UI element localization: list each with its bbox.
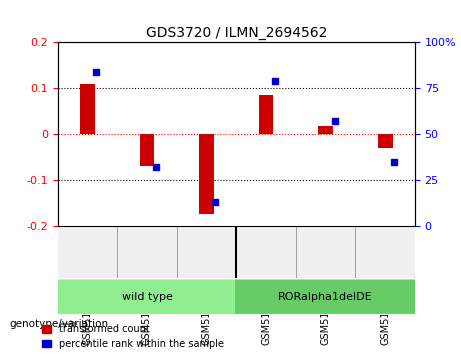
Legend: transformed count, percentile rank within the sample: transformed count, percentile rank withi… [42, 324, 224, 349]
Text: genotype/variation: genotype/variation [9, 319, 108, 329]
Bar [259, 95, 273, 134]
Bar [378, 134, 393, 148]
Text: wild type: wild type [122, 292, 172, 302]
FancyBboxPatch shape [235, 279, 416, 314]
Bar [140, 134, 154, 166]
Title: GDS3720 / ILMN_2694562: GDS3720 / ILMN_2694562 [146, 26, 327, 40]
Bar [80, 84, 95, 134]
Bar [318, 126, 333, 134]
Bar [199, 134, 214, 215]
FancyBboxPatch shape [56, 279, 237, 314]
Text: RORalpha1delDE: RORalpha1delDE [278, 292, 373, 302]
